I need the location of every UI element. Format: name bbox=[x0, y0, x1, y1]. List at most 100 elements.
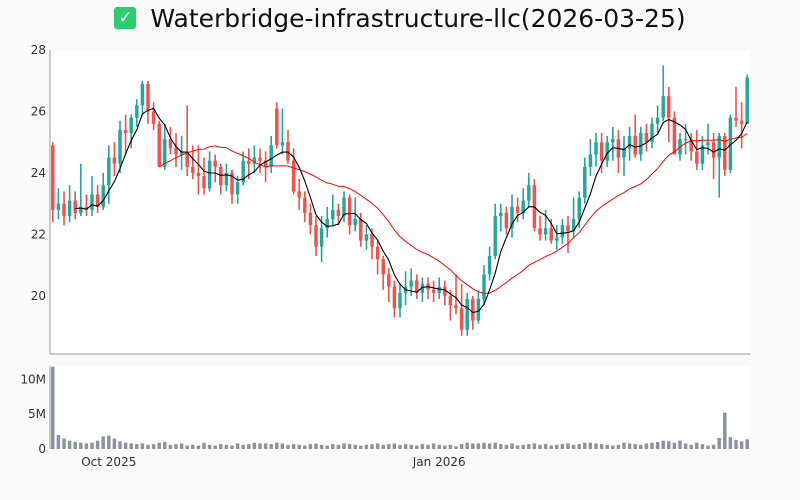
y-tick-label: 22 bbox=[31, 227, 46, 241]
candle-body bbox=[308, 212, 313, 226]
volume-bar bbox=[639, 444, 643, 449]
volume-bar bbox=[409, 444, 413, 449]
candle-body bbox=[56, 203, 61, 210]
volume-bar bbox=[431, 443, 436, 449]
volume-bar bbox=[174, 444, 178, 449]
volume-bar bbox=[123, 442, 128, 449]
candle-body bbox=[297, 191, 301, 198]
volume-bar bbox=[336, 444, 341, 449]
volume-bar bbox=[151, 444, 156, 449]
candle-body bbox=[319, 228, 324, 247]
volume-bar bbox=[437, 444, 441, 449]
volume-bar bbox=[179, 443, 184, 449]
volume-bar bbox=[258, 443, 262, 449]
candle-body bbox=[695, 151, 699, 164]
volume-bar bbox=[487, 443, 492, 449]
candle-body bbox=[230, 172, 234, 195]
volume-bar bbox=[689, 444, 693, 449]
candle-body bbox=[717, 136, 721, 158]
volume-y-tick-label: 10M bbox=[20, 372, 46, 386]
volume-bar bbox=[627, 443, 632, 449]
candle-body bbox=[689, 139, 693, 152]
candle-body bbox=[734, 117, 738, 121]
volume-plot-area bbox=[50, 366, 750, 449]
volume-bar bbox=[314, 443, 318, 449]
volume-bar bbox=[269, 444, 273, 449]
volume-bar bbox=[90, 442, 94, 449]
volume-bar bbox=[235, 443, 240, 449]
candle-body bbox=[174, 148, 178, 155]
candle-body bbox=[437, 286, 441, 293]
candle-body bbox=[723, 136, 727, 170]
volume-bar bbox=[353, 444, 357, 449]
volume-bar bbox=[459, 444, 464, 449]
candle-body bbox=[51, 145, 55, 210]
candle-body bbox=[168, 139, 173, 149]
candle-body bbox=[247, 160, 251, 164]
candle-body bbox=[224, 172, 229, 186]
volume-bar bbox=[515, 445, 520, 449]
candle-body bbox=[476, 298, 481, 321]
candle-body bbox=[107, 157, 111, 186]
candle-body bbox=[151, 111, 156, 124]
volume-bar bbox=[347, 444, 352, 449]
volume-bar bbox=[112, 438, 117, 449]
candle-body bbox=[219, 166, 223, 186]
y-tick-label: 20 bbox=[31, 289, 46, 303]
candle-body bbox=[157, 123, 161, 167]
volume-bar bbox=[252, 442, 257, 449]
volume-bar bbox=[163, 442, 167, 449]
volume-bar bbox=[611, 445, 615, 449]
volume-bar bbox=[605, 444, 609, 449]
candle-body bbox=[745, 77, 749, 124]
volume-bar bbox=[79, 442, 83, 449]
candle-body bbox=[549, 228, 553, 241]
candle-body bbox=[661, 96, 665, 118]
candle-body bbox=[583, 166, 587, 198]
volume-bar bbox=[745, 439, 749, 449]
candle-body bbox=[353, 219, 357, 226]
candle-body bbox=[336, 209, 341, 216]
volume-bar bbox=[118, 441, 122, 449]
volume-bar bbox=[706, 445, 710, 449]
candle-body bbox=[392, 286, 397, 309]
volume-bar bbox=[280, 443, 285, 449]
candle-body bbox=[588, 154, 593, 167]
candle-body bbox=[560, 225, 565, 238]
volume-bar bbox=[549, 445, 553, 449]
candle-body bbox=[359, 219, 363, 241]
volume-bar bbox=[465, 442, 469, 449]
volume-bar bbox=[667, 441, 671, 449]
candle-body bbox=[269, 145, 273, 167]
candle-body bbox=[370, 234, 374, 247]
candle-body bbox=[263, 160, 268, 167]
volume-bar bbox=[67, 440, 72, 449]
volume-bar bbox=[286, 444, 290, 449]
candle-body bbox=[325, 219, 329, 229]
volume-bar bbox=[364, 444, 369, 449]
volume-bar bbox=[230, 445, 234, 449]
candle-body bbox=[101, 185, 105, 207]
candle-body bbox=[644, 132, 649, 143]
candle-body bbox=[667, 96, 671, 118]
y-tick-label: 26 bbox=[31, 104, 46, 118]
candle-body bbox=[672, 117, 677, 155]
candle-body bbox=[627, 136, 632, 149]
ma-short-line bbox=[75, 107, 748, 314]
candle-body bbox=[303, 197, 307, 213]
candle-body bbox=[420, 283, 425, 293]
candle-body bbox=[650, 123, 654, 143]
volume-bar bbox=[95, 440, 100, 449]
candle-body bbox=[291, 160, 296, 192]
candle-body bbox=[90, 194, 94, 210]
candle-body bbox=[527, 185, 531, 201]
volume-bar bbox=[650, 442, 654, 449]
volume-bar bbox=[443, 445, 447, 449]
volume-bar bbox=[532, 443, 537, 449]
candle-body bbox=[342, 197, 346, 216]
volume-bar bbox=[398, 444, 402, 449]
candle-body bbox=[683, 139, 688, 141]
candle-body bbox=[594, 142, 598, 155]
volume-bar bbox=[420, 444, 425, 449]
